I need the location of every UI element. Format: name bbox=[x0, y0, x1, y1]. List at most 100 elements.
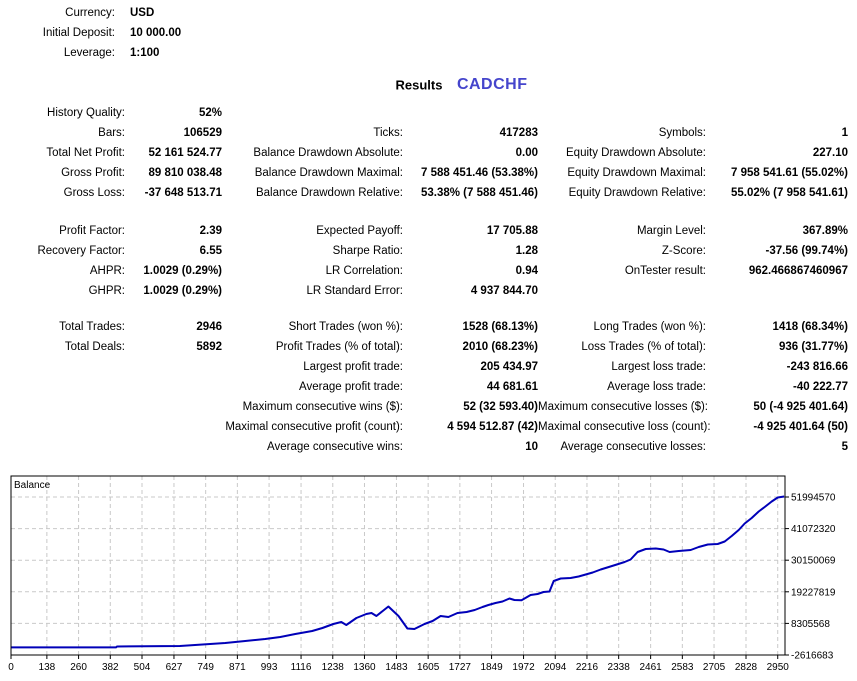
x-tick-label: 260 bbox=[70, 662, 87, 673]
stat-value bbox=[125, 397, 222, 417]
symbol-name: CADCHF bbox=[456, 76, 528, 93]
stat-label: Profit Factor: bbox=[59, 225, 125, 237]
x-tick-label: 993 bbox=[261, 662, 278, 673]
stat-label: Total Trades: bbox=[59, 321, 125, 333]
stat-label: Z-Score: bbox=[661, 245, 706, 257]
stat-label: Loss Trades (% of total): bbox=[581, 341, 706, 353]
x-tick-label: 2338 bbox=[608, 662, 631, 673]
stat-label: Average profit trade: bbox=[299, 381, 403, 393]
stat-value: 52% bbox=[198, 107, 222, 119]
currency-value: USD bbox=[130, 7, 155, 19]
stat-value: -243 816.66 bbox=[786, 361, 848, 373]
stat-value: 936 (31.77%) bbox=[778, 341, 848, 353]
stat-row: History Quality: 52% bbox=[0, 103, 857, 123]
stat-label: History Quality: bbox=[47, 107, 125, 119]
x-tick-label: 871 bbox=[229, 662, 246, 673]
stat-value: -37 648 513.71 bbox=[144, 187, 222, 199]
account-info: Currency: USD Initial Deposit: 10 000.00… bbox=[0, 3, 181, 63]
stat-label: Maximal consecutive loss (count): bbox=[538, 421, 711, 433]
stat-label: Total Deals: bbox=[64, 341, 125, 353]
stat-value: 417283 bbox=[499, 127, 538, 139]
balance-chart: 51994570 41072320 30150069 19227819 8305568 -… bbox=[0, 466, 857, 676]
x-tick-label: 1972 bbox=[512, 662, 535, 673]
stat-label: Average consecutive losses: bbox=[560, 441, 706, 453]
x-tick-label: 627 bbox=[166, 662, 183, 673]
stat-value: 0.00 bbox=[515, 147, 538, 159]
stat-value: 962.466867460967 bbox=[748, 265, 848, 277]
stat-row: Recovery Factor: 6.55 Sharpe Ratio: 1.28 Z-S… bbox=[0, 241, 857, 261]
stat-row: Total Trades: 2946 Short Trades (won %): 15… bbox=[0, 317, 857, 337]
x-tick-label: 1727 bbox=[449, 662, 472, 673]
x-tick-label: 2461 bbox=[640, 662, 663, 673]
stat-value: 1 bbox=[841, 127, 848, 139]
y-tick-label: 19227819 bbox=[791, 587, 836, 598]
stat-label: Equity Drawdown Maximal: bbox=[567, 167, 706, 179]
x-tick-label: 1605 bbox=[417, 662, 440, 673]
stat-value: 4 937 844.70 bbox=[470, 285, 538, 297]
y-tick-label: 8305568 bbox=[791, 619, 830, 630]
x-tick-label: 1849 bbox=[480, 662, 503, 673]
x-tick-label: 0 bbox=[8, 662, 14, 673]
stat-row: Average consecutive wins: 10 Average conse… bbox=[0, 437, 857, 457]
stat-value: 106529 bbox=[183, 127, 222, 139]
stat-row: Average profit trade: 44 681.61 Average lo… bbox=[0, 377, 857, 397]
stat-row: Maximal consecutive profit (count): 4 594… bbox=[0, 417, 857, 437]
y-tick-label: 30150069 bbox=[791, 556, 836, 567]
stat-value bbox=[125, 357, 222, 377]
stat-value: 50 (-4 925 401.64) bbox=[753, 401, 848, 413]
balance-curve bbox=[11, 495, 785, 649]
plot-background bbox=[11, 476, 785, 655]
account-currency-row: Currency: USD bbox=[0, 3, 181, 23]
stat-value: 1418 (68.34%) bbox=[772, 321, 848, 333]
stat-value: 1.28 bbox=[515, 245, 538, 257]
stat-label: Long Trades (won %): bbox=[593, 321, 706, 333]
stat-label: AHPR: bbox=[89, 265, 125, 277]
stat-value: 5 bbox=[841, 441, 848, 453]
stat-value: 7 588 451.46 (53.38%) bbox=[420, 167, 538, 179]
stat-value: -37.56 (99.74%) bbox=[765, 245, 848, 257]
x-tick-label: 382 bbox=[102, 662, 119, 673]
stat-label: Maximal consecutive profit (count): bbox=[225, 421, 403, 433]
stat-block: Total Trades: 2946 Short Trades (won %): 15… bbox=[0, 317, 857, 457]
plot-border bbox=[10, 475, 786, 656]
x-tick-label: 2583 bbox=[671, 662, 694, 673]
stat-label: OnTester result: bbox=[624, 265, 706, 277]
stat-value bbox=[125, 437, 222, 457]
stat-label: Expected Payoff: bbox=[316, 225, 403, 237]
stat-value: 367.89% bbox=[802, 225, 848, 237]
stat-value: 53.38% (7 588 451.46) bbox=[420, 187, 538, 199]
stat-label: Bars: bbox=[98, 127, 125, 139]
stat-label: Ticks: bbox=[373, 127, 403, 139]
stat-value: 0.94 bbox=[515, 265, 538, 277]
chart-series-title: Balance bbox=[14, 480, 51, 491]
stat-label: Largest loss trade: bbox=[611, 361, 706, 373]
stat-label bbox=[222, 103, 403, 123]
stat-label: GHPR: bbox=[88, 285, 125, 297]
x-tick-label: 2705 bbox=[703, 662, 726, 673]
stat-value: 1.0029 (0.29%) bbox=[143, 265, 222, 277]
stat-label: Profit Trades (% of total): bbox=[275, 341, 403, 353]
stat-value: 17 705.88 bbox=[486, 225, 538, 237]
x-tick-label: 1116 bbox=[291, 662, 312, 673]
stat-label bbox=[0, 377, 125, 397]
initial-deposit-value: 10 000.00 bbox=[130, 27, 182, 39]
stat-value: 2010 (68.23%) bbox=[462, 341, 538, 353]
stat-label: Balance Drawdown Relative: bbox=[255, 187, 403, 199]
currency-label: Currency: bbox=[65, 7, 115, 19]
stat-row: AHPR: 1.0029 (0.29%) LR Correlation: 0.94 On… bbox=[0, 261, 857, 281]
stat-label: LR Standard Error: bbox=[306, 285, 403, 297]
stat-row: Total Deals: 5892 Profit Trades (% of tota… bbox=[0, 337, 857, 357]
stat-block: History Quality: 52% Bars: 106529 Ticks: 4172… bbox=[0, 103, 857, 203]
stat-row: Largest profit trade: 205 434.97 Largest l… bbox=[0, 357, 857, 377]
stat-value: 4 594 512.87 (42) bbox=[447, 421, 538, 433]
stat-label: Maximum consecutive wins ($): bbox=[242, 401, 403, 413]
x-tick-label: 504 bbox=[134, 662, 151, 673]
stat-value: 10 bbox=[525, 441, 538, 453]
leverage-value: 1:100 bbox=[130, 47, 160, 59]
stat-row: Profit Factor: 2.39 Expected Payoff: 17 705… bbox=[0, 221, 857, 241]
stat-label bbox=[0, 417, 125, 437]
stat-label: Recovery Factor: bbox=[37, 245, 125, 257]
stat-label: Largest profit trade: bbox=[303, 361, 403, 373]
y-tick-label: 41072320 bbox=[791, 524, 836, 535]
stat-label: Average loss trade: bbox=[607, 381, 706, 393]
